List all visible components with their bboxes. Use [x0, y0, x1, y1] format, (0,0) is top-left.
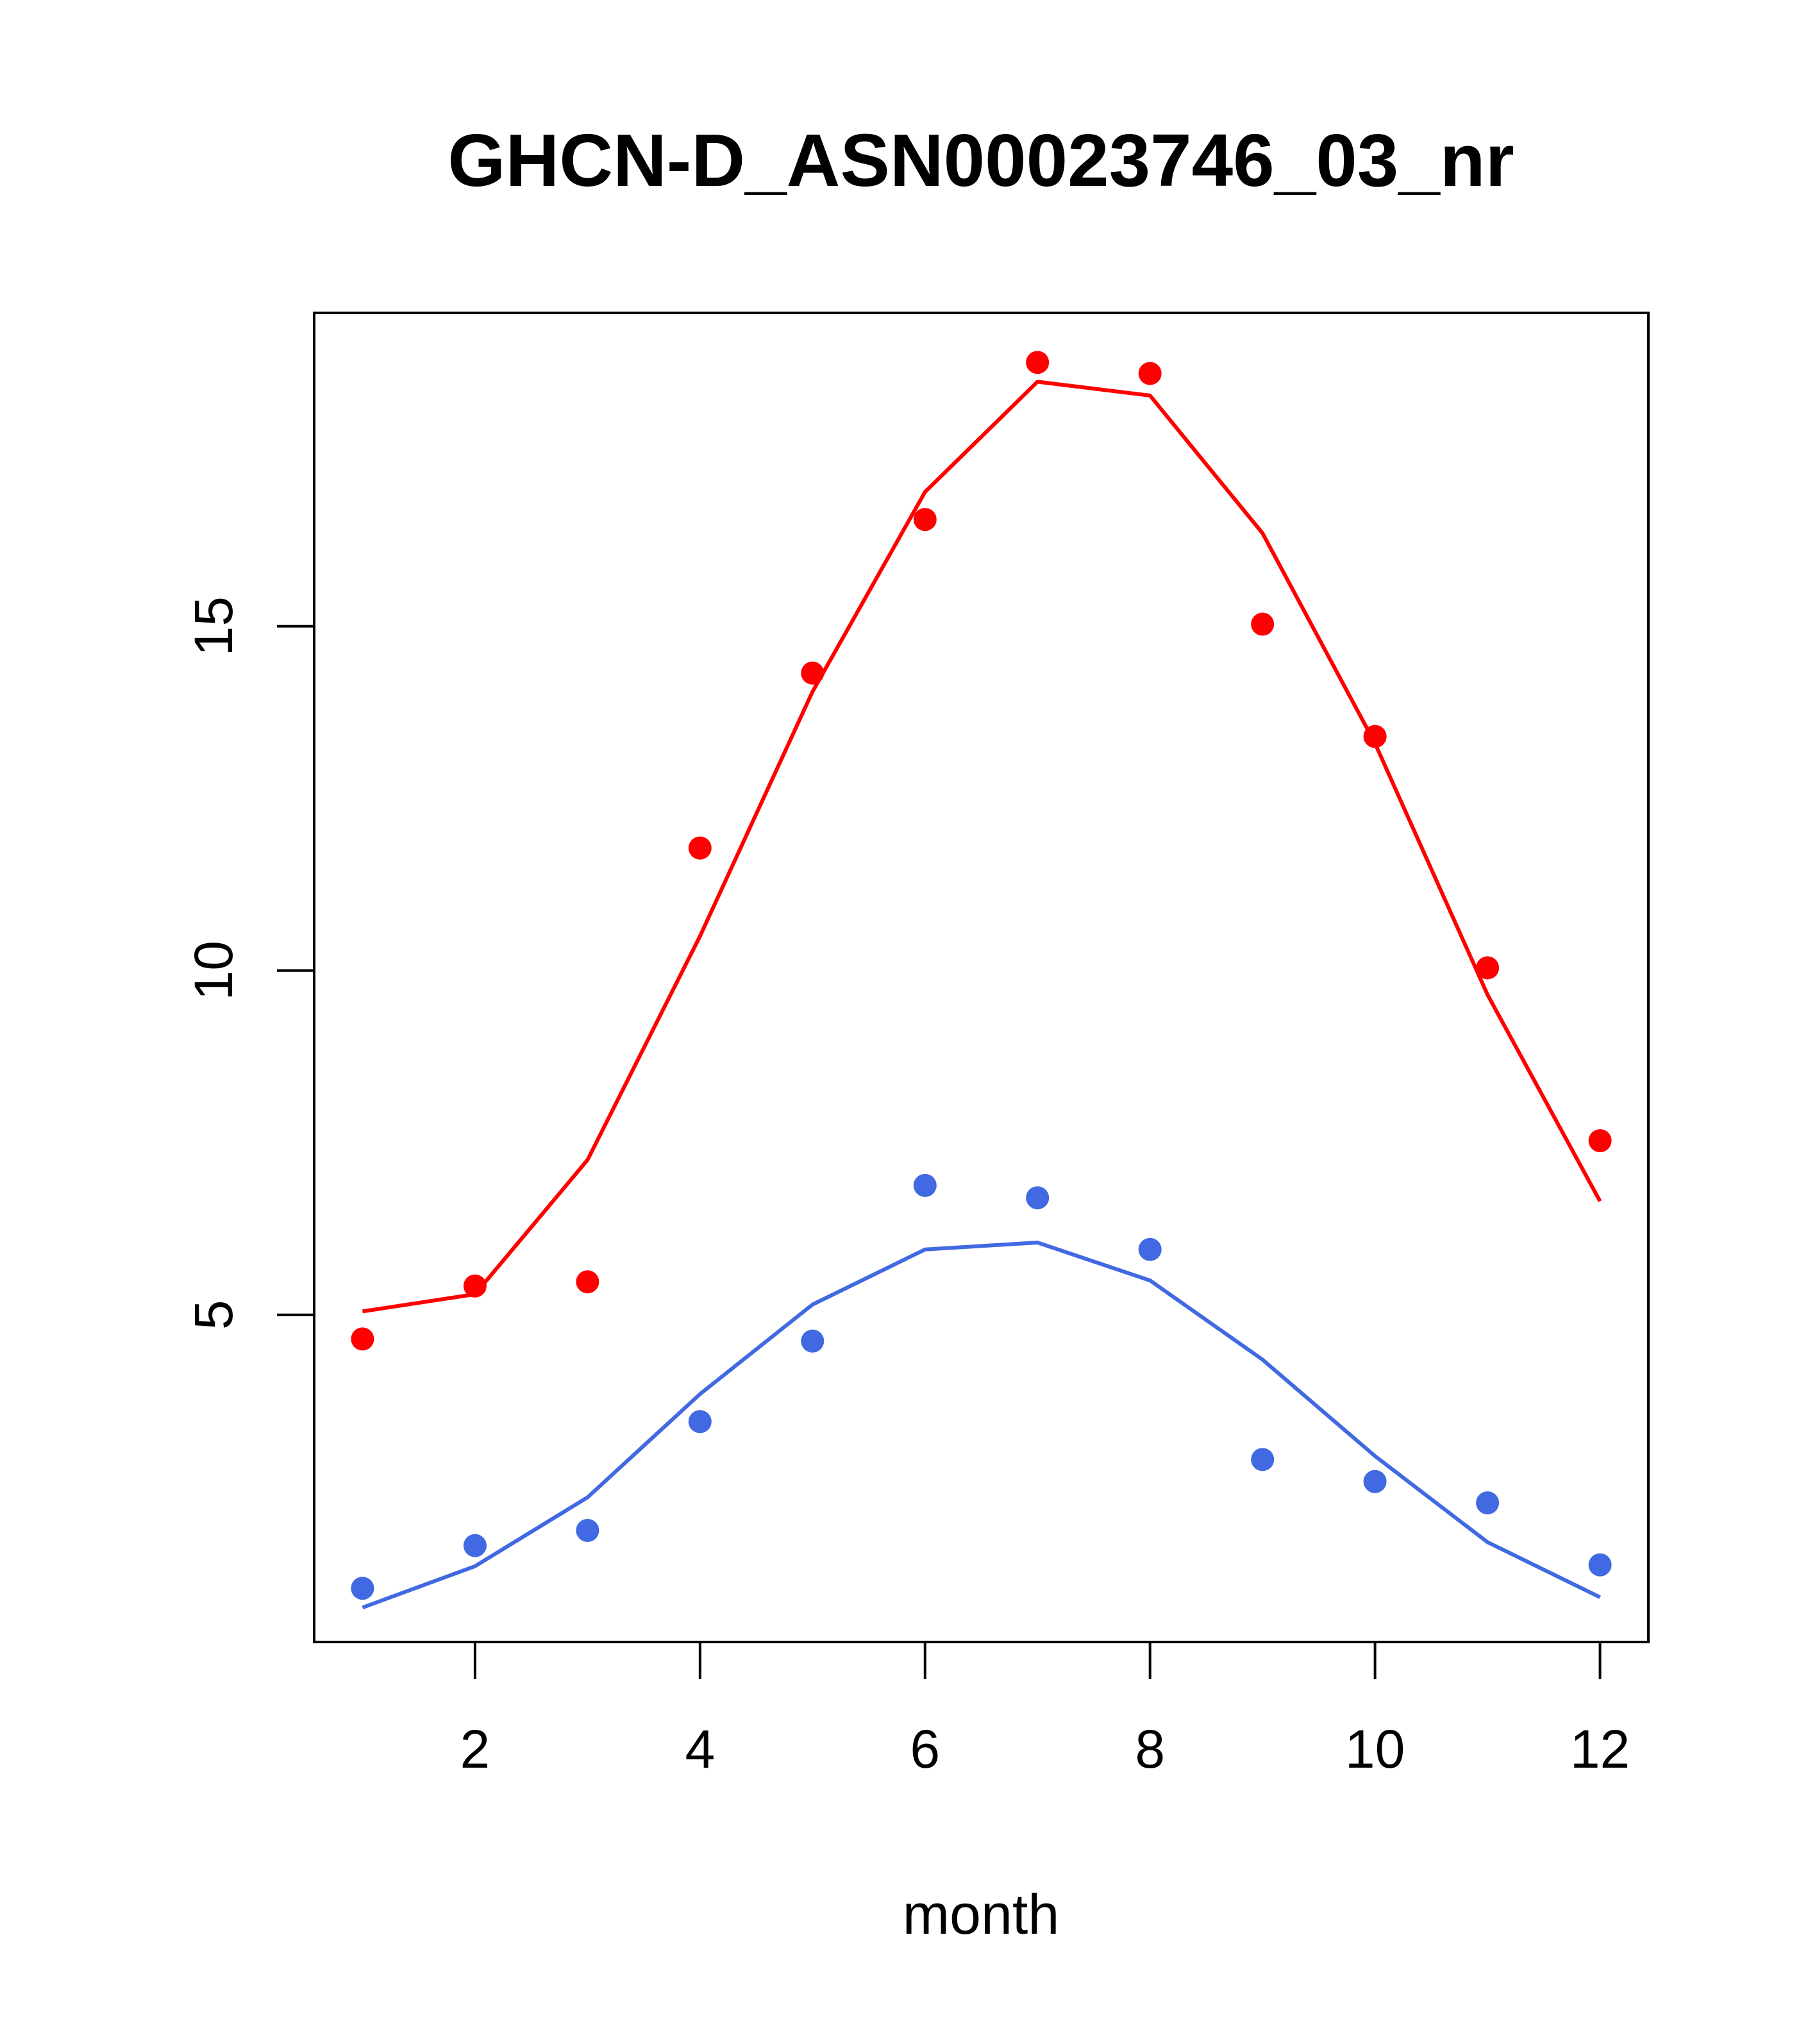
series-1-point-4: [688, 1410, 712, 1434]
x-tick-label-8: 8: [1135, 1719, 1165, 1779]
series-1-point-5: [801, 1329, 825, 1353]
series-0-point-2: [463, 1274, 487, 1298]
series-1-point-8: [1138, 1237, 1162, 1261]
series-0-point-8: [1138, 362, 1162, 385]
series-0-line: [362, 380, 1602, 1314]
x-axis-label: month: [903, 1882, 1060, 1946]
x-tick-label-10: 10: [1345, 1719, 1405, 1779]
series-0-point-4: [688, 836, 712, 860]
series-0-point-11: [1476, 956, 1500, 980]
series-1-point-3: [576, 1519, 599, 1542]
series-0-point-1: [351, 1327, 374, 1351]
series-0-point-7: [1026, 351, 1050, 374]
y-tick-label-10: 10: [183, 941, 244, 1000]
series-1-point-6: [913, 1173, 937, 1197]
series-1-point-9: [1251, 1448, 1275, 1471]
y-tick-label-15: 15: [183, 596, 244, 656]
series-0-point-6: [913, 508, 937, 532]
series-0-point-3: [576, 1270, 599, 1294]
series-1-point-2: [463, 1534, 487, 1557]
x-tick-label-4: 4: [685, 1719, 715, 1779]
series-1-point-12: [1588, 1553, 1612, 1577]
y-tick-label-5: 5: [183, 1300, 244, 1330]
series-1-point-11: [1476, 1491, 1500, 1514]
series-0-point-12: [1588, 1129, 1612, 1153]
series-0-point-9: [1251, 612, 1275, 636]
series-layer: [351, 351, 1612, 1610]
series-1-point-10: [1363, 1470, 1387, 1493]
series-1-point-1: [351, 1577, 374, 1600]
series-0-point-5: [801, 661, 825, 685]
x-tick-label-12: 12: [1570, 1719, 1630, 1779]
y-axis: 5 10 15: [183, 596, 314, 1330]
plot-frame: [313, 312, 1650, 1643]
series-1-point-7: [1026, 1186, 1050, 1210]
x-axis: 2 4 6 8 10 12: [460, 1642, 1630, 1779]
chart-title: GHCN-D_ASN00023746_03_nr: [448, 119, 1514, 202]
series-0-point-10: [1363, 725, 1387, 748]
x-tick-label-2: 2: [460, 1719, 490, 1779]
series-1-line: [362, 1241, 1601, 1610]
x-tick-label-6: 6: [910, 1719, 940, 1779]
